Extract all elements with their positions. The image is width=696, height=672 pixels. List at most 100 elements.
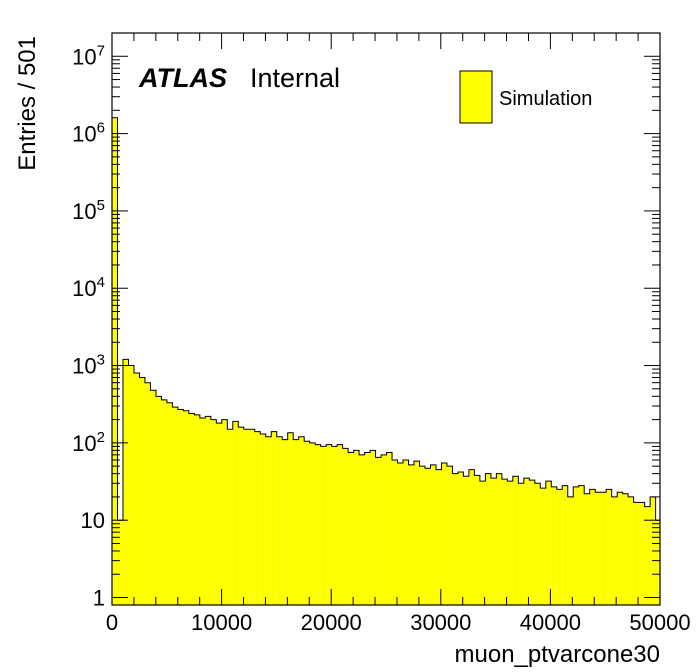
histogram-bin	[474, 475, 480, 605]
legend-swatch-simulation	[459, 70, 493, 124]
histogram-bin	[381, 454, 387, 605]
histogram-bin	[567, 496, 574, 605]
histogram-bin	[424, 468, 431, 605]
histogram-bin	[370, 450, 376, 605]
histogram-bin	[556, 489, 563, 605]
histogram-bin	[457, 472, 464, 605]
histogram-bin	[122, 359, 129, 605]
histogram-bin	[112, 117, 118, 605]
legend: Simulation	[459, 70, 592, 124]
y-tick-label: 10	[81, 508, 105, 533]
x-tick-label: 50000	[629, 610, 690, 635]
histogram-bin	[452, 473, 458, 605]
histogram-bin	[276, 436, 283, 605]
histogram-bin	[507, 481, 513, 605]
x-tick-label: 0	[106, 610, 118, 635]
histogram-bin	[326, 444, 332, 605]
plot-frame	[111, 32, 661, 606]
histogram-bin	[348, 452, 354, 605]
histogram-bin	[512, 476, 519, 605]
histogram-bin	[435, 469, 442, 605]
histogram-bin	[375, 457, 382, 605]
y-tick-labels: 1 10 102 103 104 105 106 107	[72, 42, 105, 610]
legend-label-simulation: Simulation	[499, 88, 592, 110]
histogram-bin	[408, 464, 414, 605]
y-tick-label: 1	[93, 586, 105, 611]
histogram-bin	[271, 431, 277, 605]
histogram-bin	[216, 423, 222, 605]
histogram-bin	[144, 382, 151, 605]
histogram-bin	[573, 486, 579, 605]
histogram-bin	[287, 432, 294, 605]
histogram-bin	[342, 448, 349, 605]
histogram-bin	[496, 473, 502, 605]
histogram-bin	[227, 429, 233, 605]
histogram-bars	[112, 117, 660, 605]
histogram-bin	[188, 413, 195, 605]
histogram-bin	[386, 452, 393, 605]
histogram-bin	[117, 520, 123, 605]
histogram-bin	[485, 473, 491, 605]
histogram-bin	[501, 479, 508, 605]
histogram-bin	[232, 421, 239, 605]
histogram-bin	[221, 419, 228, 605]
histogram-bin	[205, 416, 211, 605]
y-tick-label: 104	[72, 274, 105, 301]
histogram-bin	[392, 460, 398, 605]
histogram-bin	[446, 466, 453, 605]
x-tick-label: 20000	[301, 610, 362, 635]
histogram-bin	[578, 485, 585, 605]
x-tick-label: 30000	[410, 610, 471, 635]
y-tick-label: 105	[72, 197, 105, 224]
histogram-bin	[655, 520, 660, 605]
histogram-bin	[177, 409, 184, 605]
histogram-bin	[595, 492, 601, 605]
histogram-bin	[166, 402, 173, 605]
histogram-bin	[254, 431, 261, 605]
histogram-bin	[430, 464, 436, 605]
histogram-bin	[155, 396, 162, 605]
x-axis-title: muon_ptvarcone30	[455, 641, 660, 668]
histogram-bin	[529, 480, 535, 605]
histogram-bin	[523, 478, 530, 605]
internal-label: Internal	[250, 63, 340, 93]
histogram-bin	[414, 461, 420, 605]
histogram-bin	[600, 492, 607, 605]
histogram-bin	[479, 481, 486, 605]
atlas-label: ATLAS	[138, 63, 227, 93]
histogram-bin	[150, 390, 156, 605]
histogram-bin	[606, 489, 612, 605]
histogram-bin	[265, 436, 272, 605]
histogram-bin	[359, 454, 365, 605]
histogram-bin	[210, 419, 217, 605]
histogram-bin	[183, 410, 189, 605]
histogram-bin	[304, 441, 310, 605]
y-tick-label: 103	[72, 352, 105, 379]
x-tick-label: 10000	[191, 610, 252, 635]
histogram-bin	[463, 476, 469, 605]
y-tick-label: 107	[72, 42, 105, 69]
histogram-bin	[545, 481, 552, 605]
histogram-bin	[622, 493, 629, 605]
histogram-bin	[441, 462, 447, 605]
x-tick-label: 40000	[520, 610, 581, 635]
histogram-bin	[161, 399, 167, 605]
histogram-bin	[353, 450, 360, 605]
y-tick-label: 106	[72, 120, 105, 147]
histogram-bin	[194, 414, 200, 605]
y-tick-label: 102	[72, 429, 105, 456]
histogram-bin	[611, 496, 618, 605]
histogram-bin	[468, 469, 475, 605]
histogram-bin	[243, 429, 250, 605]
histogram-bin	[490, 478, 497, 605]
histogram-bin	[617, 492, 623, 605]
histogram-bin	[172, 407, 178, 605]
histogram-bin	[238, 427, 244, 605]
histogram-bin	[298, 436, 305, 605]
histogram-bin	[293, 439, 299, 605]
histogram-bin	[260, 434, 266, 605]
histogram-bin	[639, 502, 645, 605]
x-tick-labels: 0 10000 20000 30000 40000 50000	[106, 610, 691, 635]
histogram-bin	[644, 506, 651, 605]
